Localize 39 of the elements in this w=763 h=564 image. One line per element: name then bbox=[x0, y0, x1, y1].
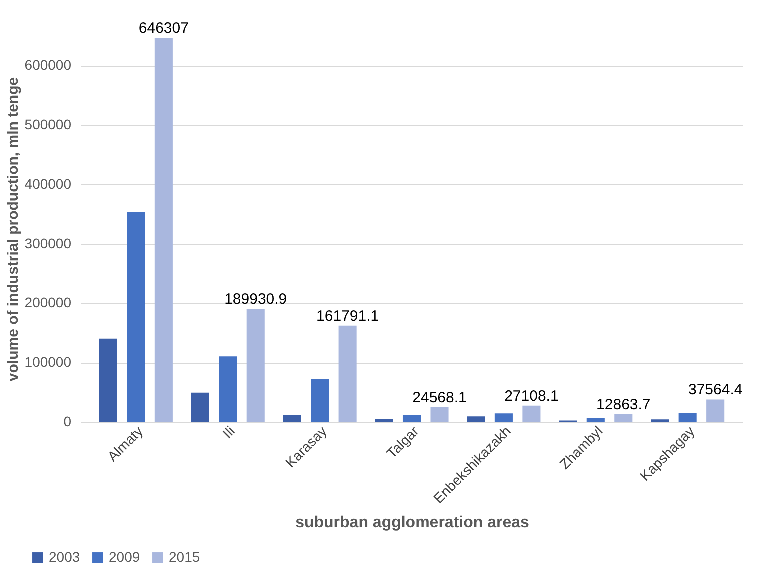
bar bbox=[219, 356, 238, 422]
y-tick-label: 600000 bbox=[24, 57, 72, 74]
bar bbox=[99, 338, 118, 422]
y-axis-title: volume of industrial production, mln tenge bbox=[4, 77, 22, 382]
y-tick-label: 400000 bbox=[24, 176, 72, 192]
bar bbox=[467, 416, 486, 422]
bar bbox=[246, 309, 265, 422]
data-label: 161791.1 bbox=[316, 308, 380, 325]
bar bbox=[375, 419, 394, 422]
data-label: 189930.9 bbox=[224, 291, 288, 308]
data-label: 27108.1 bbox=[504, 388, 559, 405]
data-label: 37564.4 bbox=[688, 382, 743, 399]
data-label: 24568.1 bbox=[412, 389, 467, 406]
legend-label: 2003 bbox=[49, 549, 80, 564]
x-axis-title: suburban agglomeration areas bbox=[296, 514, 530, 532]
bar bbox=[678, 413, 697, 422]
y-tick-label: 100000 bbox=[24, 354, 72, 370]
bar bbox=[494, 414, 513, 422]
legend-label: 2015 bbox=[169, 549, 200, 564]
bar bbox=[706, 400, 725, 422]
bar bbox=[402, 415, 422, 422]
bar bbox=[127, 212, 146, 422]
bar bbox=[154, 38, 173, 422]
y-tick-label: 300000 bbox=[24, 235, 72, 252]
y-tick-label: 0 bbox=[64, 414, 72, 430]
bar bbox=[522, 406, 541, 422]
y-tick-label: 500000 bbox=[24, 116, 72, 133]
data-label: 12863.7 bbox=[596, 396, 651, 414]
bar bbox=[283, 415, 302, 422]
bar bbox=[430, 407, 449, 422]
y-tick-label: 200000 bbox=[24, 294, 72, 311]
bar bbox=[586, 418, 605, 422]
data-label: 646307 bbox=[138, 20, 189, 38]
bar bbox=[191, 392, 210, 422]
x-tick-label: Ili bbox=[220, 423, 238, 442]
bar bbox=[614, 414, 633, 422]
bar bbox=[311, 379, 330, 422]
bar bbox=[338, 326, 357, 422]
legend-label: 2009 bbox=[109, 549, 140, 564]
